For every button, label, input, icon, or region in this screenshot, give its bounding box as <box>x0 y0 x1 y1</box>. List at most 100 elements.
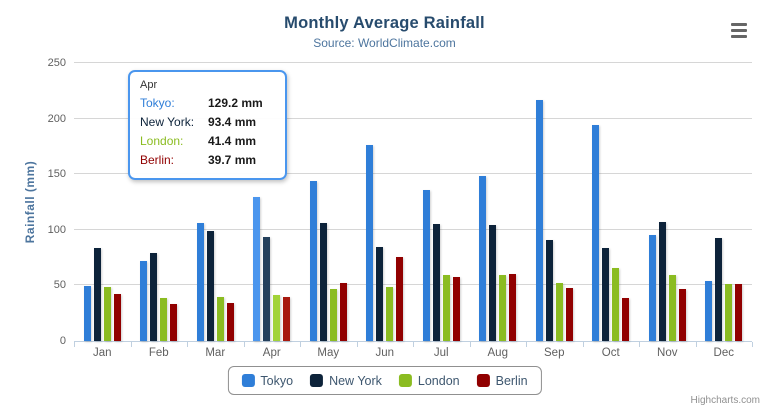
tooltip-row-tokyo: Tokyo: 129.2 mm <box>140 94 275 113</box>
bar-new-york-jul[interactable] <box>432 224 440 341</box>
bar-tokyo-apr[interactable] <box>253 197 261 341</box>
export-menu-button[interactable] <box>729 21 750 40</box>
legend-swatch-icon <box>310 374 324 387</box>
x-axis-tick <box>130 342 132 347</box>
tooltip: Apr Tokyo: 129.2 mm New York: 93.4 mm London… <box>128 70 287 180</box>
bar-new-york-jan[interactable] <box>93 248 101 341</box>
bar-berlin-sep[interactable] <box>565 288 573 341</box>
bar-london-dec[interactable] <box>725 284 733 341</box>
x-axis-tick <box>639 342 640 347</box>
legend-item-berlin[interactable]: Berlin <box>476 374 528 388</box>
x-axis-label-nov: Nov <box>657 347 678 359</box>
bar-tokyo-nov[interactable] <box>648 235 656 341</box>
bar-new-york-nov[interactable] <box>658 222 666 341</box>
bar-tokyo-sep[interactable] <box>535 100 543 341</box>
bar-new-york-may[interactable] <box>319 223 327 341</box>
bar-london-aug[interactable] <box>499 275 507 341</box>
bar-berlin-may[interactable] <box>339 283 347 341</box>
x-axis-label-apr: Apr <box>262 347 281 359</box>
chart-subtitle: Source: WorldClimate.com <box>313 36 456 50</box>
bar-berlin-jul[interactable] <box>452 277 460 341</box>
hamburger-icon <box>731 23 747 26</box>
x-axis-label-jun: Jun <box>375 347 395 359</box>
x-axis-label-sep: Sep <box>544 347 565 359</box>
gridline-100 <box>74 229 752 230</box>
bar-new-york-aug[interactable] <box>489 225 497 341</box>
bar-london-may[interactable] <box>329 289 337 341</box>
bar-london-jun[interactable] <box>386 287 394 341</box>
category-group-may <box>300 63 357 341</box>
bar-new-york-jun[interactable] <box>376 247 384 341</box>
y-axis-label-0: 0 <box>59 335 66 347</box>
bar-tokyo-dec[interactable] <box>705 281 713 341</box>
bar-tokyo-mar[interactable] <box>196 223 204 341</box>
legend-item-tokyo[interactable]: Tokyo <box>241 374 293 388</box>
bar-new-york-apr[interactable] <box>263 237 271 341</box>
bar-tokyo-jun[interactable] <box>366 145 374 341</box>
tooltip-row-berlin: Berlin: 39.7 mm <box>140 151 275 170</box>
bar-tokyo-jan[interactable] <box>83 286 91 341</box>
bar-berlin-jan[interactable] <box>113 294 121 341</box>
bar-berlin-mar[interactable] <box>226 303 234 341</box>
x-axis-label-mar: Mar <box>205 347 226 359</box>
bar-new-york-dec[interactable] <box>715 238 723 341</box>
y-axis-label-250: 250 <box>47 57 66 69</box>
hamburger-icon <box>731 35 747 38</box>
category-group-aug <box>470 63 527 341</box>
category-group-jun <box>357 63 414 341</box>
tooltip-series-name: New York: <box>140 115 195 129</box>
bar-tokyo-oct[interactable] <box>592 125 600 341</box>
bar-london-mar[interactable] <box>216 297 224 341</box>
category-group-mar <box>187 63 244 341</box>
y-axis-label-200: 200 <box>47 113 66 125</box>
x-axis-tick <box>413 342 414 347</box>
x-axis-label-aug: Aug <box>487 347 508 359</box>
bar-tokyo-aug[interactable] <box>479 176 487 341</box>
bar-london-jan[interactable] <box>103 287 111 341</box>
legend-swatch-icon <box>476 374 490 387</box>
bar-london-feb[interactable] <box>160 298 168 341</box>
x-axis-tick <box>582 342 584 347</box>
bar-berlin-nov[interactable] <box>678 289 686 341</box>
bar-new-york-oct[interactable] <box>602 248 610 341</box>
tooltip-series-name: Berlin: <box>140 153 175 167</box>
bar-new-york-feb[interactable] <box>150 253 158 341</box>
bar-berlin-aug[interactable] <box>509 274 517 341</box>
y-axis-label-150: 150 <box>47 168 66 180</box>
tooltip-row-new-york: New York: 93.4 mm <box>140 113 275 132</box>
bar-london-nov[interactable] <box>668 275 676 341</box>
legend-label: Tokyo <box>260 373 294 388</box>
category-group-jul <box>413 63 470 341</box>
bar-berlin-jun[interactable] <box>396 257 404 341</box>
bar-berlin-oct[interactable] <box>622 298 630 341</box>
x-axis-tick <box>752 342 753 347</box>
x-axis-tick <box>187 342 188 347</box>
bar-tokyo-may[interactable] <box>309 181 317 341</box>
bar-berlin-feb[interactable] <box>170 304 178 341</box>
legend: Tokyo New York London Berlin <box>227 366 542 395</box>
tooltip-series-value: 93.4 mm <box>208 115 257 129</box>
bar-berlin-apr[interactable] <box>283 297 291 341</box>
x-axis-label-may: May <box>317 347 340 359</box>
tooltip-series-value: 129.2 mm <box>208 96 263 110</box>
bar-london-apr[interactable] <box>273 295 281 341</box>
bar-berlin-dec[interactable] <box>735 284 743 341</box>
y-axis-label-100: 100 <box>47 224 66 236</box>
legend-label: New York <box>329 373 382 388</box>
bar-london-jul[interactable] <box>442 275 450 341</box>
x-axis-label-dec: Dec <box>713 347 734 359</box>
hamburger-icon <box>731 29 747 32</box>
bar-tokyo-feb[interactable] <box>140 261 148 341</box>
legend-item-london[interactable]: London <box>398 374 460 388</box>
legend-item-new-york[interactable]: New York <box>310 374 382 388</box>
tooltip-series-name: London: <box>140 134 184 148</box>
bar-new-york-mar[interactable] <box>206 231 214 341</box>
bar-new-york-sep[interactable] <box>545 240 553 341</box>
gridline-50 <box>74 284 752 285</box>
credits-link[interactable]: Highcharts.com <box>690 395 760 406</box>
bar-london-oct[interactable] <box>612 268 620 341</box>
legend-swatch-icon <box>398 374 412 387</box>
bar-tokyo-jul[interactable] <box>422 190 430 341</box>
bar-london-sep[interactable] <box>555 283 563 341</box>
category-group-nov <box>639 63 696 341</box>
